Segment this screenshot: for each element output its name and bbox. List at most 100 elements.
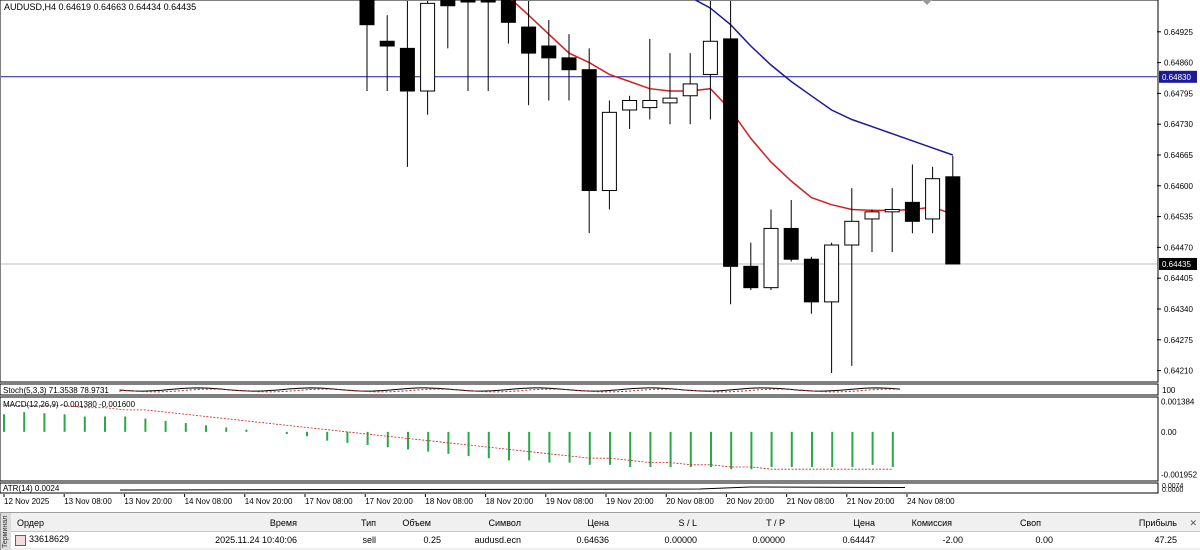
time-tick-label: 12 Nov 2025: [4, 497, 50, 506]
order-ticket-cell: 33618629: [15, 534, 70, 546]
order-profit: 47.25: [1154, 535, 1177, 545]
candle: [581, 48, 597, 234]
time-tick-label: 18 Nov 20:00: [486, 497, 534, 506]
order-swap: 0.00: [1035, 535, 1053, 545]
col-price[interactable]: Цена: [853, 518, 875, 528]
candle: [359, 0, 375, 92]
candle: [925, 166, 941, 234]
bear-candle-body: [743, 265, 759, 289]
time-tick-label: 13 Nov 08:00: [64, 497, 112, 506]
main-panel: AUDUSD,H4 0.64619 0.64663 0.64434 0.6443…: [0, 0, 1159, 383]
order-sl[interactable]: 0.00000: [664, 535, 697, 545]
bull-candle-body: [480, 0, 496, 3]
order-open-price: 0.64636: [576, 535, 609, 545]
time-tick-label: 20 Nov 08:00: [666, 497, 714, 506]
candle: [945, 155, 961, 265]
horizontal-lines[interactable]: [1, 76, 1157, 265]
order-symbol: audusd.ecn: [474, 535, 521, 545]
price-tick-label: 0.64405: [1164, 274, 1193, 283]
macd-panel: MACD(12,26,9) -0.001380 -0.001600 0.0013…: [0, 396, 1198, 482]
candle: [884, 188, 900, 253]
order-row[interactable]: 33618629 2025.11.24 10:40:06 sell 0.25 a…: [11, 532, 1200, 548]
order-volume: 0.25: [423, 535, 441, 545]
col-profit[interactable]: Прибыль: [1138, 518, 1177, 528]
bear-candle-body: [723, 38, 739, 267]
atr-panel: ATR(14) 0.0024 0.0074 0.0000: [0, 482, 1184, 494]
time-tick-label: 19 Nov 08:00: [546, 497, 594, 506]
time-tick-label: 24 Nov 08:00: [907, 497, 955, 506]
macd-panel-frame: [0, 396, 1159, 482]
atr-panel-frame: [0, 482, 1159, 494]
atr-tick-bottom: 0.0000: [1162, 487, 1184, 494]
order-ticket: 33618629: [29, 534, 70, 545]
price-tick-label: 0.64210: [1164, 367, 1193, 376]
sell-order-icon: [15, 534, 26, 546]
time-tick-label: 20 Nov 20:00: [726, 497, 774, 506]
bear-candle-body: [561, 57, 577, 71]
col-symbol[interactable]: Символ: [488, 518, 521, 528]
candle: [420, 1, 436, 115]
candle: [844, 188, 860, 366]
bear-candle-body: [440, 0, 456, 7]
macd-tick-label: -0.001952: [1161, 471, 1198, 480]
stoch-label: Stoch(5,3,3) 71.3538 78.9731: [3, 386, 109, 395]
col-tp[interactable]: T / P: [766, 518, 785, 528]
time-tick-label: 21 Nov 08:00: [787, 497, 835, 506]
bull-candle-body: [763, 227, 779, 289]
bear-candle-body: [945, 176, 961, 265]
price-tick-label: 0.64730: [1164, 120, 1193, 129]
macd-axis: 0.001384 0.00 -0.001952: [1161, 397, 1198, 479]
candle: [500, 0, 516, 44]
bear-candle-body: [521, 26, 537, 54]
bear-candle-body: [399, 47, 415, 92]
bear-candle-body: [904, 201, 920, 222]
atr-line: [119, 486, 906, 491]
candle: [521, 1, 537, 106]
time-tick-label: 17 Nov 08:00: [305, 497, 353, 506]
time-tick-label: 17 Nov 20:00: [365, 497, 413, 506]
price-tick-label: 0.64795: [1164, 89, 1193, 98]
ma-slow-line: [693, 0, 954, 156]
terminal-panel: Терминал Ордер Время Тип Объем Символ Це…: [0, 512, 1200, 550]
order-tp[interactable]: 0.00000: [752, 535, 785, 545]
col-order[interactable]: Ордер: [17, 518, 45, 528]
price-axis[interactable]: 0.64925 0.64860 0.64795 0.64730 0.64665 0.646…: [1157, 28, 1197, 376]
order-commission: -2.00: [942, 535, 963, 545]
candle: [642, 38, 658, 120]
col-time[interactable]: Время: [269, 518, 297, 528]
time-tick-label: 18 Nov 08:00: [425, 497, 473, 506]
col-swap[interactable]: Своп: [1019, 518, 1041, 528]
shift-marker-icon[interactable]: [922, 0, 932, 5]
bull-candle-body: [824, 244, 840, 303]
candle: [824, 242, 840, 373]
terminal-side-label[interactable]: Терминал: [0, 513, 11, 550]
price-tick-label: 0.64860: [1164, 59, 1193, 68]
price-tick-label: 0.64340: [1164, 305, 1193, 314]
col-open-price[interactable]: Цена: [587, 518, 609, 528]
close-icon[interactable]: ✕: [1189, 517, 1197, 528]
price-level-label: 0.64435: [1162, 260, 1191, 269]
macd-tick-label: 0.001384: [1161, 397, 1195, 406]
col-volume[interactable]: Объем: [402, 518, 431, 528]
price-tick-label: 0.64665: [1164, 151, 1193, 160]
candle: [864, 209, 880, 253]
order-type: sell: [362, 535, 376, 545]
candle: [440, 0, 456, 49]
candle: [541, 19, 557, 101]
col-sl[interactable]: S / L: [678, 518, 697, 528]
atr-label: ATR(14) 0.0024: [3, 484, 60, 493]
atr-tick-top: 0.0074: [1162, 483, 1184, 490]
col-type[interactable]: Тип: [360, 518, 376, 528]
price-chart[interactable]: AUDUSD,H4 0.64619 0.64663 0.64434 0.6443…: [0, 0, 1200, 512]
candle: [702, 1, 718, 120]
bear-candle-body: [541, 45, 557, 59]
bull-candle-body: [884, 208, 900, 213]
candle: [904, 164, 920, 234]
price-level-badge: [1159, 257, 1197, 270]
candle: [399, 1, 415, 167]
candle: [763, 209, 779, 291]
time-axis[interactable]: 12 Nov 2025 13 Nov 08:00 13 Nov 20:00 14 No…: [3, 494, 955, 506]
bull-candle-body: [642, 100, 658, 109]
col-commission[interactable]: Комиссия: [911, 518, 952, 528]
candle: [622, 95, 638, 129]
